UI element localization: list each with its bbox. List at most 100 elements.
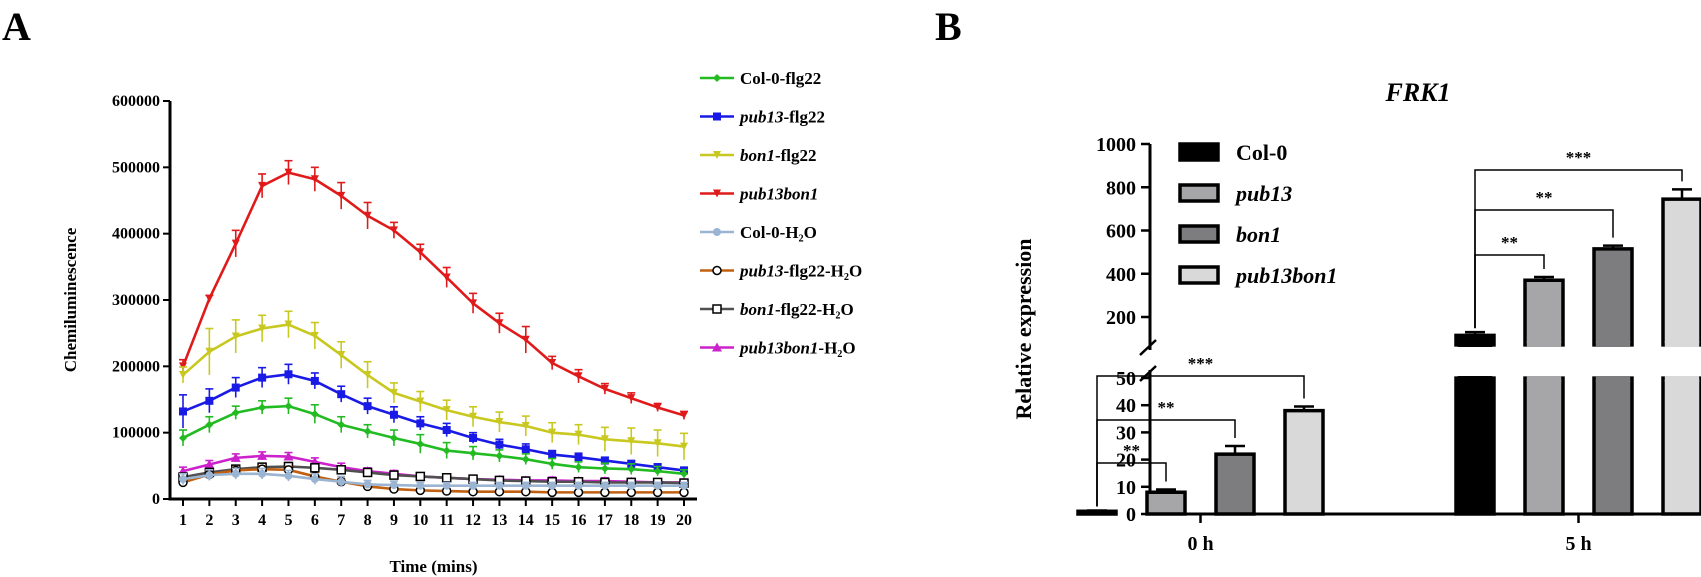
data-point bbox=[680, 469, 688, 478]
data-point bbox=[258, 469, 267, 478]
x-tick-label: 5 h bbox=[1565, 533, 1591, 555]
legend-label: pub13-flg22 bbox=[738, 108, 825, 127]
data-point bbox=[442, 481, 451, 490]
data-point bbox=[574, 481, 583, 490]
data-point bbox=[363, 402, 372, 411]
data-point bbox=[205, 471, 214, 480]
y-tick-label: 30 bbox=[1116, 422, 1136, 444]
data-point bbox=[231, 383, 240, 392]
data-point bbox=[179, 475, 187, 484]
legend-swatch-marker bbox=[712, 265, 722, 276]
bar-pub13-5 h bbox=[1522, 275, 1566, 516]
bar-break-gap bbox=[1453, 346, 1497, 377]
x-tick-label: 2 bbox=[205, 512, 213, 529]
data-point bbox=[231, 332, 240, 341]
bar-break-gap bbox=[1522, 346, 1566, 377]
data-point bbox=[495, 418, 504, 427]
data-point bbox=[600, 456, 609, 465]
data-point bbox=[442, 273, 451, 282]
legend-swatch-marker bbox=[713, 228, 721, 236]
x-tick-label: 13 bbox=[491, 512, 507, 529]
x-tick-label: 1 bbox=[179, 512, 187, 529]
data-point bbox=[548, 428, 557, 437]
legend-label-text: pub13 bbox=[1234, 181, 1292, 206]
data-point bbox=[574, 453, 583, 462]
legend-label: bon1-flg22 bbox=[740, 146, 817, 165]
data-point bbox=[230, 452, 241, 462]
panel-b-letter: B bbox=[935, 4, 962, 49]
data-point bbox=[495, 451, 504, 460]
legend-entry: bon1-flg22 bbox=[700, 146, 817, 165]
legend-label-plain: -flg22-H₂O bbox=[783, 262, 862, 281]
x-tick-label: 19 bbox=[650, 512, 666, 529]
legend-label-plain: -flg22-H₂O bbox=[775, 300, 854, 319]
x-tick-label: 15 bbox=[544, 512, 560, 529]
data-point bbox=[416, 248, 425, 257]
legend-swatch-marker bbox=[712, 342, 722, 352]
bar-Col-0-5 h bbox=[1453, 330, 1497, 516]
bar-lower-open-top bbox=[1595, 376, 1631, 382]
legend-entry: pub13-flg22 bbox=[700, 108, 825, 127]
significance-label: ** bbox=[1158, 398, 1175, 417]
data-point bbox=[521, 445, 530, 454]
bar bbox=[1283, 408, 1325, 516]
data-point bbox=[337, 477, 346, 486]
data-point bbox=[258, 181, 267, 190]
bar-lower-segment bbox=[1454, 376, 1496, 516]
data-point bbox=[257, 450, 268, 460]
y-tick-label: 600 bbox=[1106, 221, 1136, 243]
data-point bbox=[521, 422, 530, 431]
legend-label-plain: Col-0-H₂O bbox=[740, 223, 817, 242]
data-point bbox=[600, 435, 609, 444]
data-point bbox=[179, 370, 187, 379]
series-line bbox=[181, 171, 685, 417]
data-point bbox=[521, 481, 530, 490]
data-point bbox=[389, 433, 398, 442]
data-point bbox=[469, 412, 478, 421]
y-tick-label: 40 bbox=[1116, 395, 1136, 417]
bar-pub13-0 h bbox=[1145, 488, 1187, 516]
x-tick-label: 5 bbox=[284, 512, 292, 529]
data-point bbox=[416, 481, 425, 490]
data-point bbox=[284, 471, 293, 480]
bar-upper-segment bbox=[1592, 247, 1634, 347]
data-point bbox=[548, 359, 557, 368]
data-point bbox=[258, 373, 267, 382]
data-point bbox=[337, 351, 346, 360]
legend-entry: Col-0-flg22 bbox=[700, 69, 821, 88]
x-tick-label: 4 bbox=[258, 512, 266, 529]
data-point bbox=[521, 455, 530, 464]
significance-label: *** bbox=[1188, 354, 1214, 373]
series-line bbox=[182, 472, 684, 488]
legend-label-italic: pub13 bbox=[738, 262, 784, 281]
data-point bbox=[416, 419, 425, 428]
series-Col-0-flg22 bbox=[179, 397, 688, 478]
bar-upper-segment bbox=[1523, 278, 1565, 347]
legend-label-italic: pub13bon1 bbox=[738, 339, 818, 358]
legend-swatch-marker bbox=[713, 74, 721, 82]
legend-label-plain: -flg22 bbox=[783, 108, 825, 127]
bar-break-gap bbox=[1660, 346, 1701, 377]
data-point bbox=[362, 467, 373, 478]
data-point bbox=[337, 420, 346, 429]
data-point bbox=[205, 396, 214, 405]
y-tick-label: 800 bbox=[1106, 177, 1136, 199]
legend-label: Col-0-H₂O bbox=[740, 223, 817, 242]
data-point bbox=[495, 440, 504, 449]
legend-label: pub13bon1-H₂O bbox=[738, 339, 856, 358]
bar-Col-0-0 h bbox=[1076, 509, 1118, 516]
data-point bbox=[548, 450, 557, 459]
data-point bbox=[469, 299, 478, 308]
legend-label: pub13bon1 bbox=[738, 185, 818, 204]
data-point bbox=[389, 410, 398, 419]
data-point bbox=[469, 481, 478, 490]
legend-label-italic: pub13 bbox=[738, 108, 784, 127]
data-point bbox=[653, 439, 662, 448]
legend-label: pub13 bbox=[1234, 181, 1292, 206]
y-tick-label: 100000 bbox=[112, 425, 160, 442]
chart-b-title: FRK1 bbox=[1384, 78, 1450, 107]
legend-entry: Col-0 bbox=[1178, 140, 1287, 165]
data-point bbox=[310, 175, 319, 184]
bar-break-gap bbox=[1591, 346, 1635, 377]
data-point bbox=[548, 481, 557, 490]
